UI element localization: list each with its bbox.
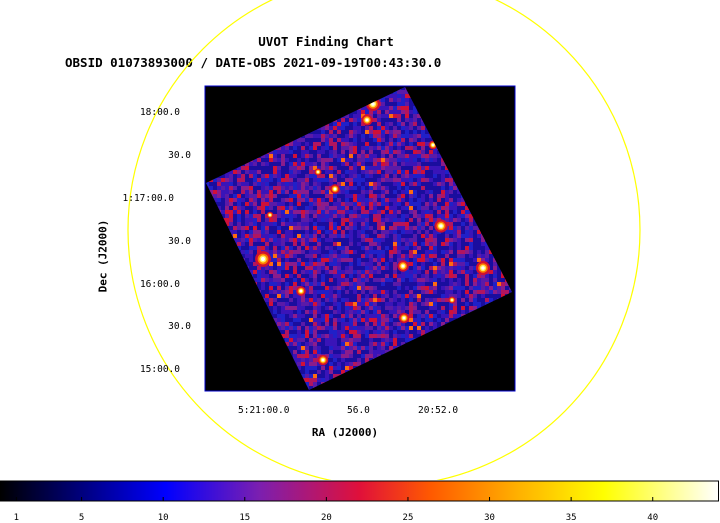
colorbar-tick-label: 25: [403, 513, 414, 523]
point-source: [432, 144, 434, 146]
y-tick-label: 30.0: [111, 321, 191, 332]
colorbar-tick-label: 5: [79, 513, 84, 523]
point-source: [261, 257, 265, 261]
colorbar-tick-label: 10: [158, 513, 169, 523]
point-source: [317, 171, 319, 173]
colorbar-tick-label: 40: [647, 513, 658, 523]
point-source: [269, 214, 271, 216]
point-source: [366, 119, 369, 122]
colorbar-tick-label: 1: [14, 513, 19, 523]
point-source: [300, 290, 302, 292]
point-source: [451, 299, 453, 301]
y-tick-label: 1:17:00.0: [94, 193, 174, 204]
x-tick-label: 56.0: [347, 405, 370, 416]
point-source: [402, 265, 405, 268]
colorbar-tick-label: 30: [484, 513, 495, 523]
point-source: [439, 224, 442, 227]
y-tick-label: 15:00.0: [100, 364, 180, 375]
y-tick-label: 16:00.0: [100, 279, 180, 290]
y-axis-label: Dec (J2000): [97, 220, 110, 293]
y-tick-label: 30.0: [111, 236, 191, 247]
colorbar: [0, 479, 720, 503]
colorbar-tick-label: 35: [566, 513, 577, 523]
colorbar-tick-label: 20: [321, 513, 332, 523]
point-source: [334, 188, 336, 190]
x-axis-label: RA (J2000): [300, 426, 390, 439]
y-tick-label: 18:00.0: [100, 107, 180, 118]
x-tick-label: 20:52.0: [418, 405, 458, 416]
point-source: [403, 317, 406, 320]
y-tick-label: 30.0: [111, 150, 191, 161]
colorbar-tick-label: 15: [239, 513, 250, 523]
point-source: [481, 266, 485, 270]
colorbar-gradient: [1, 481, 719, 501]
point-source: [322, 359, 325, 362]
x-tick-label: 5:21:00.0: [238, 405, 289, 416]
